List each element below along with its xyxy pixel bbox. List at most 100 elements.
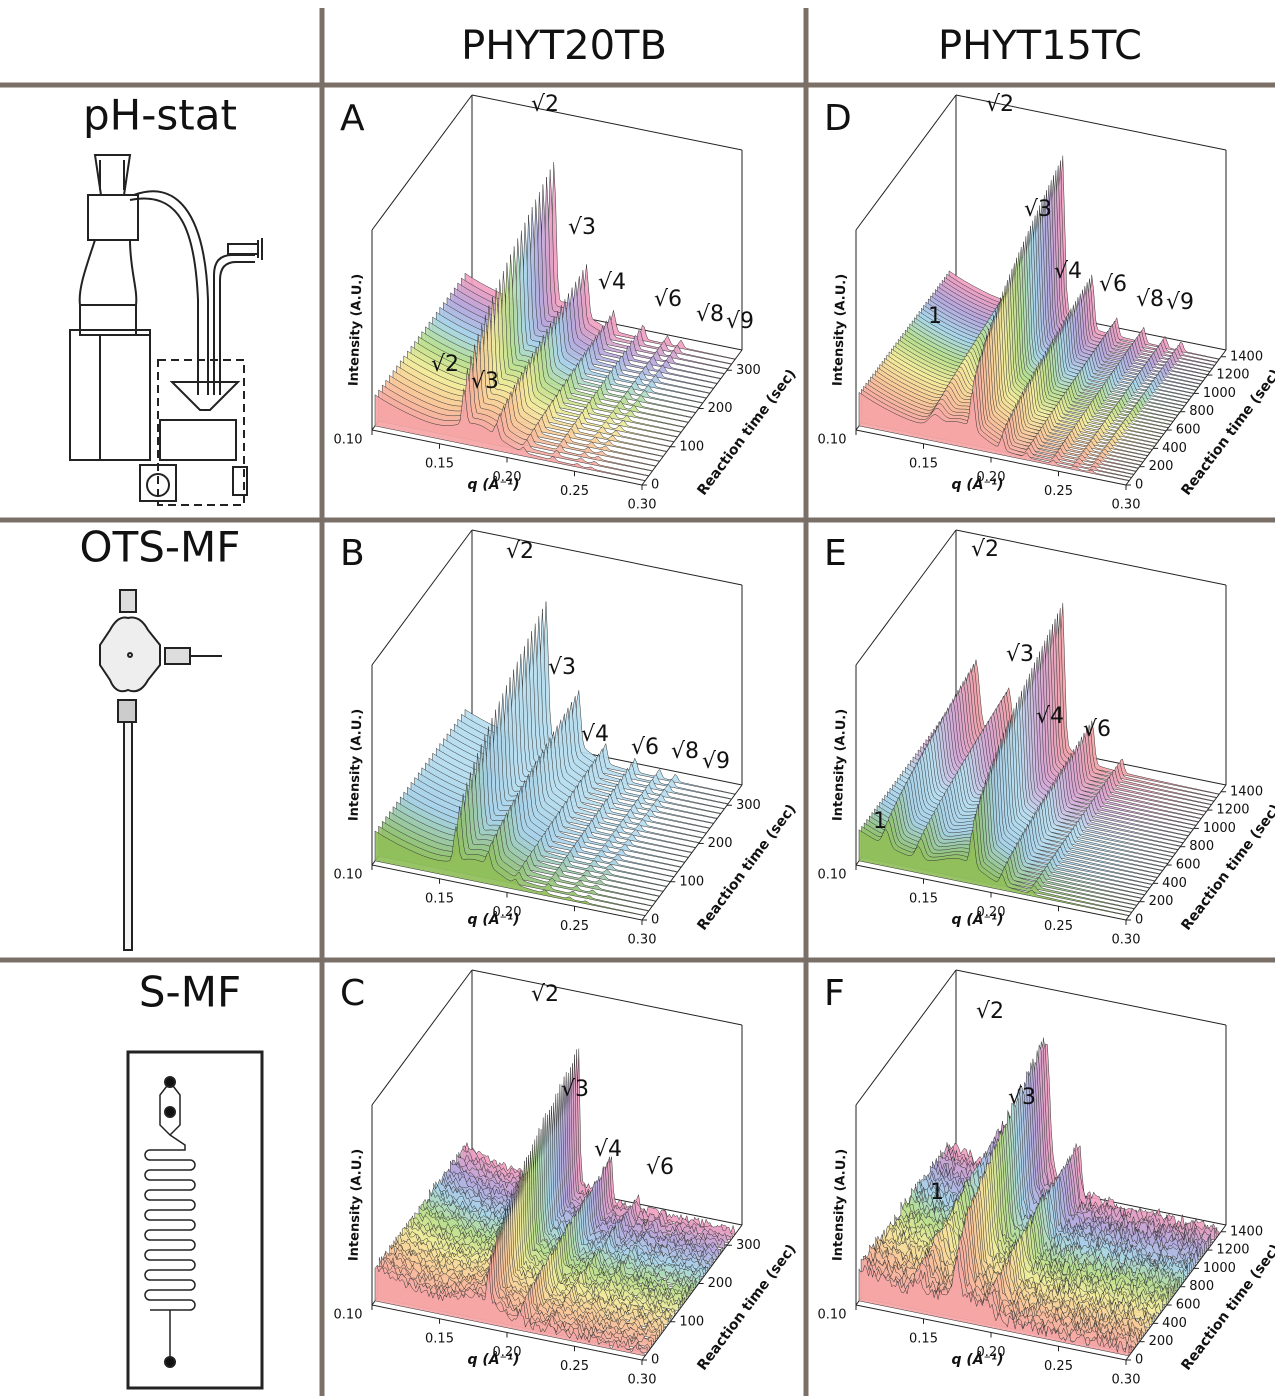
- peak-label: √4: [594, 1137, 622, 1162]
- intensity-axis-label: Intensity (A.U.): [831, 1149, 850, 1262]
- time-tick-label: 0: [651, 1353, 659, 1368]
- q-tick-label: 0.20: [977, 470, 1006, 485]
- time-tick-label: 200: [708, 836, 733, 851]
- intensity-axis-label: Intensity (A.U.): [831, 709, 850, 822]
- time-axis-label: Reaction time (sec): [694, 366, 799, 498]
- axis-edge: [471, 94, 743, 151]
- intensity-axis-label: Intensity (A.U.): [347, 709, 366, 822]
- q-tick-label: 0.15: [909, 891, 938, 906]
- panel: B √2 √3 √4 √6 √8 √9 0.10 0.15 0.20 0.25 0.30 0 100 200…: [334, 529, 800, 948]
- axis-edge: [955, 94, 1227, 151]
- axis-edge: [471, 529, 743, 586]
- axis-edge: [855, 529, 957, 666]
- waterfall-slice: [403, 296, 675, 443]
- waterfall-slice: [392, 324, 664, 457]
- waterfall-slice: [381, 793, 653, 907]
- intensity-axis-label: Intensity (A.U.): [347, 274, 366, 387]
- q-tick-label: 0.15: [909, 456, 938, 471]
- waterfall-slice: [385, 782, 657, 902]
- q-tick-label: 0.20: [977, 1345, 1006, 1360]
- column-title: PHYT20TB: [461, 23, 667, 69]
- peak-label: √2: [971, 537, 999, 562]
- peak-label: √3: [1024, 197, 1052, 222]
- q-tick-label: 0.25: [560, 919, 589, 934]
- peak-label: 1: [928, 304, 942, 329]
- time-axis-label: Reaction time (sec): [694, 801, 799, 933]
- time-tick-label: 100: [679, 1314, 704, 1329]
- peak-label: 1: [873, 809, 887, 834]
- peak-label: √3: [548, 655, 576, 680]
- waterfall-slice: [389, 772, 660, 897]
- q-tick-label: 0.20: [977, 905, 1006, 920]
- waterfall-slice: [858, 390, 1130, 482]
- q-tick-label: 0.20: [493, 1345, 522, 1360]
- time-tick-label: 800: [1189, 1279, 1214, 1294]
- q-tick-label: 0.30: [1112, 1373, 1141, 1388]
- q-tick-label: 0.25: [1044, 919, 1073, 934]
- peak-label: √9: [1166, 290, 1194, 315]
- axis-edge: [371, 969, 473, 1106]
- peak-label: √2: [531, 92, 559, 117]
- panel: A √2 √3 √4 √6 √8 √9 √2 √3 0.10 0.15 0.20 0.25 0.30 0 10…: [334, 92, 800, 513]
- time-tick-label: 0: [1135, 913, 1143, 928]
- ph-stat-apparatus: [69, 154, 263, 506]
- waterfall-slice: [858, 829, 1130, 917]
- time-tick-label: 1200: [1216, 368, 1249, 383]
- peak-label: 1: [930, 1180, 944, 1205]
- intensity-axis-label: Intensity (A.U.): [347, 1149, 366, 1262]
- time-tick-label: 1000: [1203, 821, 1236, 836]
- waterfall-slice: [389, 334, 660, 462]
- panel: F √2 √3 1 0.10 0.15 0.20 0.25 0.30 0 200 400 600 800 1…: [818, 969, 1275, 1388]
- peak-label: √3: [561, 1077, 589, 1102]
- peak-label: √2: [531, 982, 559, 1007]
- time-tick-label: 1400: [1230, 349, 1263, 364]
- panel: D √2 √3 √4 √6 √8 √9 1 0.10 0.15 0.20 0.25 0.30 0 200 40…: [818, 92, 1275, 513]
- peak-label: √4: [1054, 259, 1082, 284]
- waterfall-slice: [385, 344, 657, 467]
- axis-edge: [641, 349, 743, 486]
- time-tick-label: 600: [1176, 1298, 1201, 1313]
- peak-label: √4: [581, 722, 609, 747]
- waterfall-slice: [378, 368, 649, 477]
- q-tick-label: 0.15: [425, 1331, 454, 1346]
- q-tick-label: 0.30: [628, 1373, 657, 1388]
- waterfall-slice: [396, 314, 667, 453]
- time-tick-label: 800: [1189, 839, 1214, 854]
- time-tick-label: 200: [1149, 459, 1174, 474]
- waterfall-slice: [858, 1255, 1130, 1357]
- q-axis-label: q (Å⁻¹): [467, 476, 519, 493]
- time-tick-label: 1400: [1230, 1224, 1263, 1239]
- time-tick-label: 400: [1162, 876, 1187, 891]
- axis-edge: [1125, 1224, 1227, 1361]
- panel-letter: C: [340, 973, 365, 1014]
- q-tick-label: 0.10: [334, 868, 363, 883]
- peak-label: √8: [671, 739, 699, 764]
- method-label: S-MF: [139, 968, 241, 1017]
- peak-label: √2: [976, 999, 1004, 1024]
- peak-label: √3: [1006, 642, 1034, 667]
- waterfall-slice: [381, 355, 653, 472]
- s-mf-chip: [126, 1050, 264, 1390]
- axis-edge: [641, 1224, 743, 1361]
- time-tick-label: 800: [1189, 404, 1214, 419]
- axis-edge: [371, 529, 473, 666]
- time-tick-label: 1000: [1203, 1261, 1236, 1276]
- panel-letter: A: [340, 98, 365, 139]
- q-tick-label: 0.20: [493, 905, 522, 920]
- q-axis-label: q (Å⁻¹): [467, 1351, 519, 1368]
- waterfall-slice: [414, 270, 685, 428]
- panel-letter: F: [824, 973, 845, 1014]
- axis-edge: [641, 784, 743, 921]
- peak-label: √3: [471, 369, 499, 394]
- waterfall-slice: [374, 388, 646, 482]
- q-tick-label: 0.10: [334, 433, 363, 448]
- axis-edge: [855, 969, 957, 1106]
- q-tick-label: 0.25: [1044, 1359, 1073, 1374]
- peak-label: √4: [1036, 704, 1064, 729]
- panel-letter: D: [824, 98, 852, 139]
- q-axis-label: q (Å⁻¹): [467, 911, 519, 928]
- time-tick-label: 200: [708, 401, 733, 416]
- time-tick-label: 0: [651, 913, 659, 928]
- time-tick-label: 400: [1162, 1316, 1187, 1331]
- q-tick-label: 0.15: [425, 456, 454, 471]
